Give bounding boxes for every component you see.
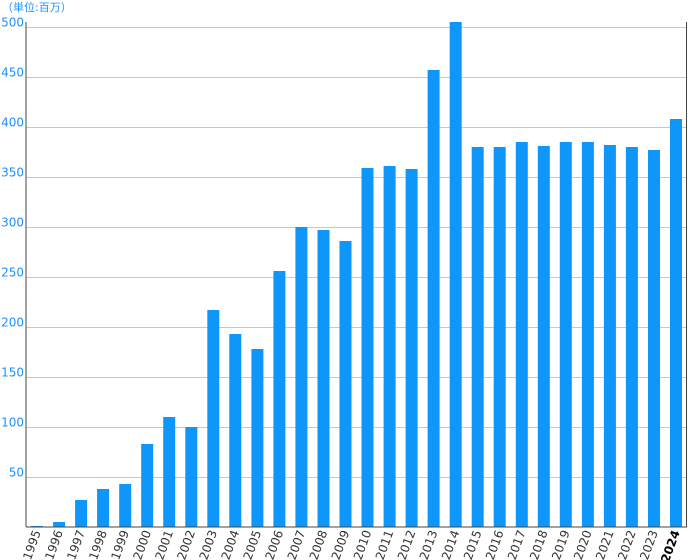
y-tick-labels: 50 100 150 200 250 300 350 400 450 500: [1, 16, 24, 480]
x-tick-label: 2018: [527, 528, 551, 560]
bar-2015: [471, 147, 484, 527]
x-tick-label: 1996: [42, 528, 66, 560]
y-tick-label: 400: [1, 116, 24, 130]
x-tick-label: 2007: [285, 528, 309, 560]
x-tick-label: 2004: [219, 528, 243, 560]
x-tick-label: 2009: [329, 528, 353, 560]
bar-2014: [449, 22, 462, 527]
bar-2003: [207, 310, 220, 527]
bar-1998: [97, 489, 110, 527]
bar-2023: [648, 150, 660, 527]
x-tick-label: 2015: [461, 528, 485, 560]
bar-2012: [405, 169, 418, 527]
x-tick-label: 1999: [108, 528, 132, 560]
bar-2017: [515, 142, 528, 527]
y-tick-label: 100: [1, 416, 24, 430]
y-tick-label: 200: [1, 316, 24, 330]
bar-2007: [295, 227, 308, 527]
x-tick-label: 2017: [505, 528, 529, 560]
x-tick-label: 2008: [307, 528, 331, 560]
bar-2024: [670, 119, 682, 527]
x-tick-label: 2005: [241, 528, 265, 560]
x-tick-label: 2019: [549, 528, 573, 560]
x-tick-label: 2014: [439, 528, 463, 560]
bar-2006: [273, 271, 286, 527]
x-tick-label: 2021: [593, 528, 617, 560]
bar-1999: [119, 484, 132, 527]
bar-2019: [559, 142, 572, 527]
bar-2005: [251, 349, 264, 527]
bar-2016: [493, 147, 506, 527]
bar-2020: [581, 142, 594, 527]
y-tick-label: 50: [9, 466, 24, 480]
bar-2000: [141, 444, 154, 527]
bar-2011: [383, 166, 396, 527]
y-tick-label: 150: [1, 366, 24, 380]
x-tick-label: 2013: [417, 528, 441, 560]
bar-2001: [163, 417, 176, 527]
bar-2021: [603, 145, 616, 527]
bar-2018: [537, 146, 550, 527]
x-tick-label: 2001: [152, 528, 176, 560]
x-tick-label: 2022: [615, 528, 639, 560]
x-tick-label: 2011: [373, 528, 397, 560]
y-tick-label: 350: [1, 166, 24, 180]
x-tick-label: 2010: [351, 528, 375, 560]
grid-lines: [26, 27, 687, 478]
x-tick-label: 2006: [263, 528, 287, 560]
bar-2002: [185, 427, 198, 527]
unit-label: （単位:百万）: [2, 0, 72, 14]
bar-2010: [361, 168, 374, 527]
x-tick-label: 2023: [637, 528, 661, 560]
x-tick-label: 1998: [86, 528, 110, 560]
x-tick-label: 2020: [571, 528, 595, 560]
bar-1997: [75, 500, 88, 527]
x-tick-label: 2024: [658, 528, 683, 560]
x-tick-label: 2002: [174, 528, 198, 560]
bar-2022: [625, 147, 638, 527]
x-tick-label: 2000: [130, 528, 154, 560]
y-tick-label: 300: [1, 216, 24, 230]
y-tick-label: 250: [1, 266, 24, 280]
y-tick-label: 500: [1, 16, 24, 30]
x-tick-label: 2016: [483, 528, 507, 560]
bar-2013: [427, 70, 440, 527]
x-tick-label: 1997: [64, 528, 88, 560]
x-tick-label: 2003: [196, 528, 220, 560]
x-tick-label: 1995: [20, 528, 44, 560]
bars: [31, 22, 682, 527]
bar-2004: [229, 334, 242, 527]
bar-2009: [339, 241, 352, 527]
bar-2008: [317, 230, 330, 527]
x-tick-label: 2012: [395, 528, 419, 560]
bar-1996: [53, 522, 66, 527]
y-tick-label: 450: [1, 66, 24, 80]
x-tick-labels: 1995199619971998199920002001200220032004…: [20, 528, 683, 560]
